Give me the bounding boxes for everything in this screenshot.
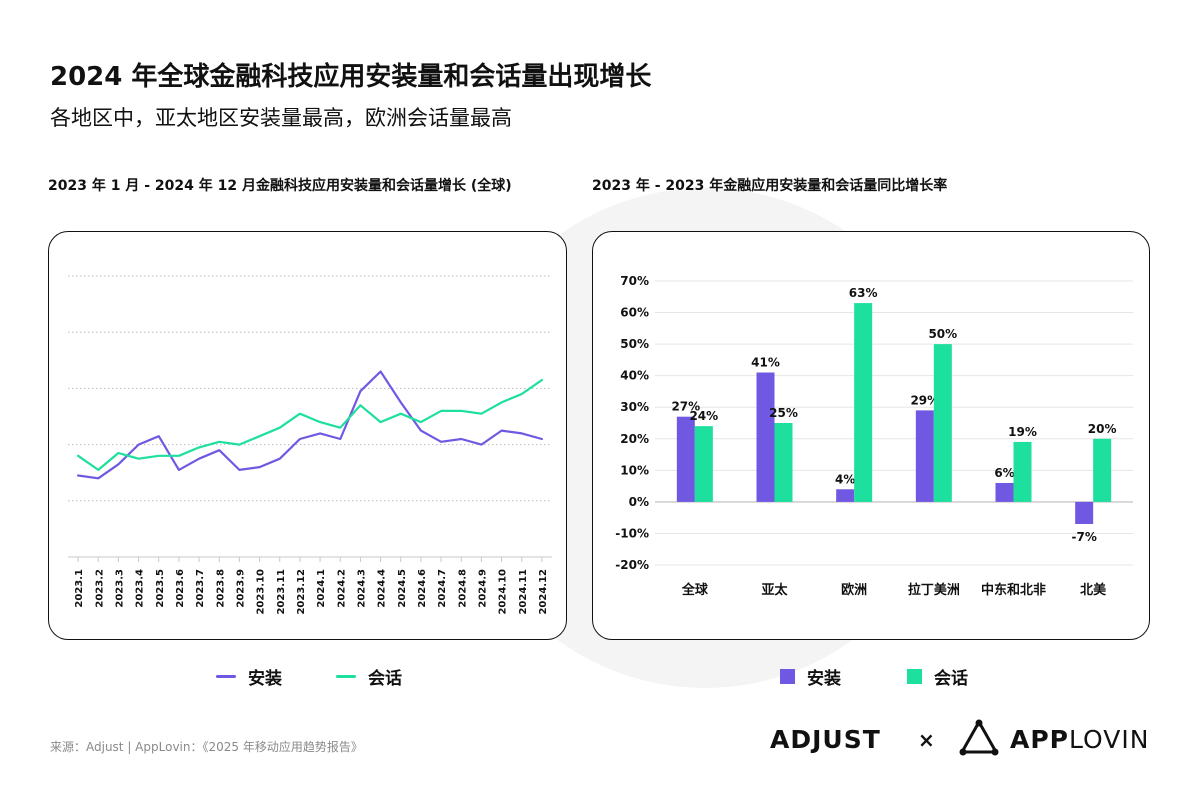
x-tick-label: 2024.11 [518,569,529,615]
data-label: 27% [671,400,700,414]
x-tick-label: 2023.5 [155,569,166,608]
data-label: 20% [1088,422,1117,436]
x-tick-label: 2023.11 [276,569,287,615]
sessions-bar [933,344,952,502]
legend-item-installs: 安装 [216,664,282,689]
sessions-bar [1093,438,1112,502]
applovin-logo-app: APP [1010,725,1069,754]
x-tick-label: 2023.3 [114,569,125,608]
data-label: 41% [751,356,780,370]
sessions-line [77,378,543,471]
x-category-label: 中东和北非 [981,582,1046,598]
x-tick-label: 2023.10 [256,569,267,615]
x-tick-label: 2023.2 [94,569,105,608]
adjust-logo: ADJUST [770,725,881,754]
legend-label-sessions-bar: 会话 [934,669,968,689]
x-tick-label: 2023.4 [135,569,146,608]
x-tick-label: 2024.1 [316,569,327,608]
data-label: 63% [849,286,878,300]
legend-label-installs: 安装 [248,669,282,689]
x-category-label: 拉丁美洲 [908,582,960,598]
legend-label-sessions: 会话 [368,669,402,689]
installs-box-swatch [780,669,795,684]
bar-chart: -20% -10% 0% 10% 20% 30% 40% 50% 60% 70% 27%24% 全球 4… [615,274,1133,598]
x-tick-label: 2024.6 [417,569,428,608]
legend-label-installs-bar: 安装 [807,669,841,689]
x-tick-label: 2024.9 [477,569,488,608]
installs-bar [995,482,1014,502]
x-category-label: 全球 [681,582,709,598]
legend-item-installs-bar: 安装 [780,664,841,689]
page-title: 2024 年全球金融科技应用安装量和会话量出现增长 [50,62,652,92]
y-tick-label: 30% [620,400,649,414]
installs-bar [676,416,695,502]
installs-bar [915,410,934,502]
applovin-logo: APPLOVIN [1010,725,1149,754]
x-category-label: 亚太 [761,582,788,598]
y-tick-label: 20% [620,432,649,446]
data-label: 4% [835,472,855,486]
applovin-logo-lovin: LOVIN [1069,725,1150,754]
x-tick-label: 2024.2 [336,569,347,608]
installs-bar [1075,501,1094,524]
sessions-bar [1013,441,1032,502]
data-label: 29% [910,393,939,407]
footer-logos: ADJUST × APPLOVIN [770,716,1160,760]
line-chart-panel: 2023.1 2023.2 2023.3 2023.4 2023.5 2023.6 2023… [48,231,567,640]
sessions-bar [854,303,873,502]
installs-bar [756,372,775,502]
x-tick-label: 2023.6 [175,569,186,608]
y-tick-label: 60% [620,306,649,320]
installs-bar [836,489,855,502]
times-sign: × [918,728,935,752]
y-tick-label: 0% [629,495,649,509]
legend-item-sessions: 会话 [336,664,402,689]
page-subtitle: 各地区中，亚太地区安装量最高，欧洲会话量最高 [50,106,512,130]
source-note: 来源：Adjust | AppLovin：《2025 年移动应用趋势报告》 [50,740,363,754]
data-label: 50% [928,327,957,341]
data-label: 24% [689,409,718,423]
x-tick-label: 2024.5 [397,569,408,608]
data-label: 19% [1008,425,1037,439]
y-tick-label: 10% [620,463,649,477]
x-tick-label: 2024.8 [457,569,468,608]
bar-chart-panel: -20% -10% 0% 10% 20% 30% 40% 50% 60% 70% 27% 24% 全球 4… [592,231,1150,640]
data-label: -7% [1071,530,1096,544]
data-label: 25% [769,406,798,420]
installs-line-swatch [216,675,236,678]
legend-item-sessions-bar: 会话 [907,664,968,689]
x-tick-label: 2024.3 [356,569,367,608]
data-label: 6% [994,466,1014,480]
bar-chart-legend: 安装 会话 [780,664,1004,689]
line-chart-legend: 安装 会话 [216,664,438,689]
line-chart: 2023.1 2023.2 2023.3 2023.4 2023.5 2023.6 2023… [68,275,552,615]
y-tick-label: -10% [615,526,649,540]
sessions-bar [694,426,713,502]
applovin-mark-icon [959,719,999,756]
installs-line [77,370,543,480]
y-tick-label: 40% [620,369,649,383]
x-tick-label: 2024.12 [538,569,549,615]
sessions-box-swatch [907,669,922,684]
x-tick-label: 2024.10 [498,569,509,615]
line-chart-title: 2023 年 1 月 - 2024 年 12 月金融科技应用安装量和会话量增长 … [48,178,512,194]
x-tick-label: 2024.4 [377,569,388,608]
y-tick-label: 50% [620,337,649,351]
sessions-line-swatch [336,675,356,678]
bar-chart-title: 2023 年 - 2023 年金融应用安装量和会话量同比增长率 [592,178,948,194]
x-category-label: 欧洲 [841,582,867,598]
y-tick-label: -20% [615,558,649,572]
y-tick-label: 70% [620,274,649,288]
x-category-label: 北美 [1080,582,1107,598]
x-tick-label: 2023.7 [195,569,206,608]
x-tick-label: 2023.1 [74,569,85,608]
x-tick-label: 2024.7 [437,569,448,608]
x-tick-label: 2023.8 [215,569,226,608]
x-tick-label: 2023.12 [296,569,307,615]
x-tick-label: 2023.9 [235,569,246,608]
sessions-bar [774,423,793,502]
